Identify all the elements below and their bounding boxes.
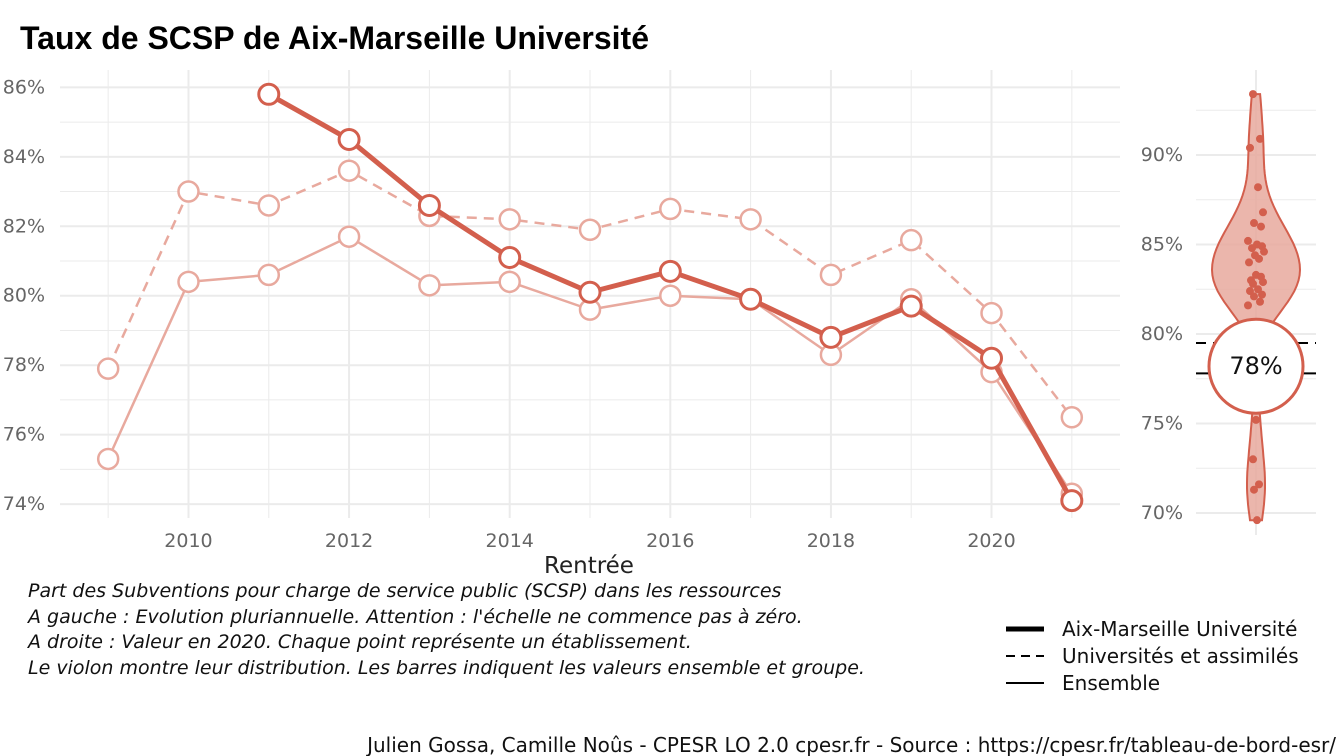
violin-y-tick-label: 70% (1141, 502, 1183, 524)
violin-point (1255, 254, 1263, 263)
series-point-dashed (337, 159, 361, 182)
series-point-thin (257, 263, 281, 287)
series-point-thick (980, 346, 1004, 370)
caption-line-4: Le violon montre leur distribution. Les … (28, 657, 865, 679)
highlight-badge: 78% (1207, 317, 1305, 415)
x-tick-label: 2010 (164, 530, 212, 552)
series-point-thin (418, 274, 441, 297)
legend-label-2: Universités et assimilés (1062, 644, 1299, 668)
violin-point (1260, 247, 1268, 256)
y-tick-label: 78% (3, 354, 45, 376)
violin-y-tick-label: 75% (1141, 413, 1183, 435)
series-point-dashed (739, 208, 762, 231)
line-chart-grid (60, 70, 1120, 518)
legend-label-1: Aix-Marseille Université (1062, 617, 1297, 641)
violin-point (1250, 292, 1258, 301)
x-tick-label: 2012 (325, 530, 373, 552)
chart-title: Taux de SCSP de Aix-Marseille Université (20, 20, 649, 56)
violin-point (1256, 134, 1264, 143)
violin-point (1244, 301, 1252, 310)
series-point-dashed (578, 218, 602, 242)
violin-y-tick-label: 80% (1141, 323, 1183, 345)
series-point-dashed (980, 301, 1003, 325)
violin-point (1253, 516, 1261, 525)
series-point-thin (96, 447, 120, 471)
y-tick-label: 80% (3, 285, 45, 307)
caption-line-1: Part des Subventions pour charge de serv… (28, 580, 782, 602)
violin-point (1244, 236, 1252, 245)
line-chart-y-ticks: 74% 76% 78% 80% 82% 84% 86% (3, 76, 45, 515)
violin-point (1249, 455, 1257, 464)
violin-point (1259, 208, 1267, 217)
series-point-thick (498, 246, 522, 270)
violin-chart-panel: 70% 75% 80% 85% 90% 78% (1141, 70, 1316, 535)
series-point-dashed (498, 208, 521, 231)
x-axis-title: Rentrée (544, 553, 634, 579)
y-tick-label: 82% (3, 215, 45, 237)
y-tick-label: 86% (3, 76, 45, 98)
series-point-thin (659, 284, 682, 307)
series-point-thick (658, 259, 682, 283)
violin-point (1249, 279, 1257, 288)
series-point-thick (417, 193, 441, 217)
line-chart-panel: 74%76%78%80%82%84%86% 2010 2012 2014 2016 20… (3, 70, 1120, 579)
violin-point (1255, 480, 1263, 489)
violin-point (1248, 244, 1256, 253)
series-point-dashed (257, 194, 281, 217)
series-point-dashed (659, 197, 682, 221)
series-point-thick (337, 127, 361, 151)
line-chart-series (96, 82, 1084, 513)
violin-point (1245, 258, 1253, 267)
series-point-thick (819, 325, 843, 349)
caption-line-2: A gauche : Evolution pluriannuelle. Atte… (26, 606, 803, 628)
violin-point (1250, 219, 1258, 228)
legend: Aix-Marseille Université Universités et … (1006, 617, 1299, 695)
highlight-label: 78% (1229, 352, 1282, 380)
series-point-thin (498, 270, 521, 294)
highlight-circle (1207, 317, 1305, 415)
violin-point (1249, 90, 1257, 99)
x-tick-label: 2016 (646, 530, 694, 552)
line-chart-x-ticks: 2010 2012 2014 2016 2018 2020 (164, 530, 1015, 552)
series-point-dashed (1060, 406, 1084, 429)
x-tick-label: 2018 (807, 530, 855, 552)
series-point-thin (337, 225, 361, 248)
y-tick-label: 74% (3, 493, 45, 515)
violin-point (1254, 183, 1262, 192)
series-point-thick (899, 294, 923, 318)
series-point-thick (1060, 489, 1084, 513)
violin-shape (1210, 93, 1302, 522)
violin-point (1246, 143, 1254, 152)
series-point-thick (578, 280, 602, 304)
y-tick-label: 76% (3, 424, 45, 446)
violin-y-tick-label: 90% (1141, 144, 1183, 166)
series-point-dashed (177, 180, 200, 203)
credit-line: Julien Gossa, Camille Noûs - CPESR LO 2.… (365, 733, 1336, 756)
violin-point (1256, 297, 1264, 306)
violin-point (1250, 485, 1258, 494)
series-point-dashed (819, 263, 843, 287)
violin-point (1259, 278, 1267, 287)
x-tick-label: 2020 (967, 530, 1015, 552)
series-point-dashed (899, 228, 923, 252)
legend-label-3: Ensemble (1062, 671, 1160, 695)
x-tick-label: 2014 (486, 530, 534, 552)
series-point-dashed (96, 357, 120, 380)
series-point-thick (257, 82, 281, 106)
series-point-thin (177, 270, 200, 294)
violin-point (1252, 415, 1260, 424)
violin-point (1258, 290, 1266, 299)
caption-line-3: A droite : Valeur en 2020. Chaque point … (26, 631, 692, 653)
y-tick-label: 84% (3, 146, 45, 168)
chart-caption: Part des Subventions pour charge de serv… (26, 580, 865, 679)
violin-point (1257, 222, 1265, 231)
violin-chart-y-ticks: 70% 75% 80% 85% 90% (1141, 144, 1183, 524)
violin-points (1244, 90, 1268, 525)
violin-y-tick-label: 85% (1141, 234, 1183, 256)
series-point-thick (739, 287, 763, 311)
